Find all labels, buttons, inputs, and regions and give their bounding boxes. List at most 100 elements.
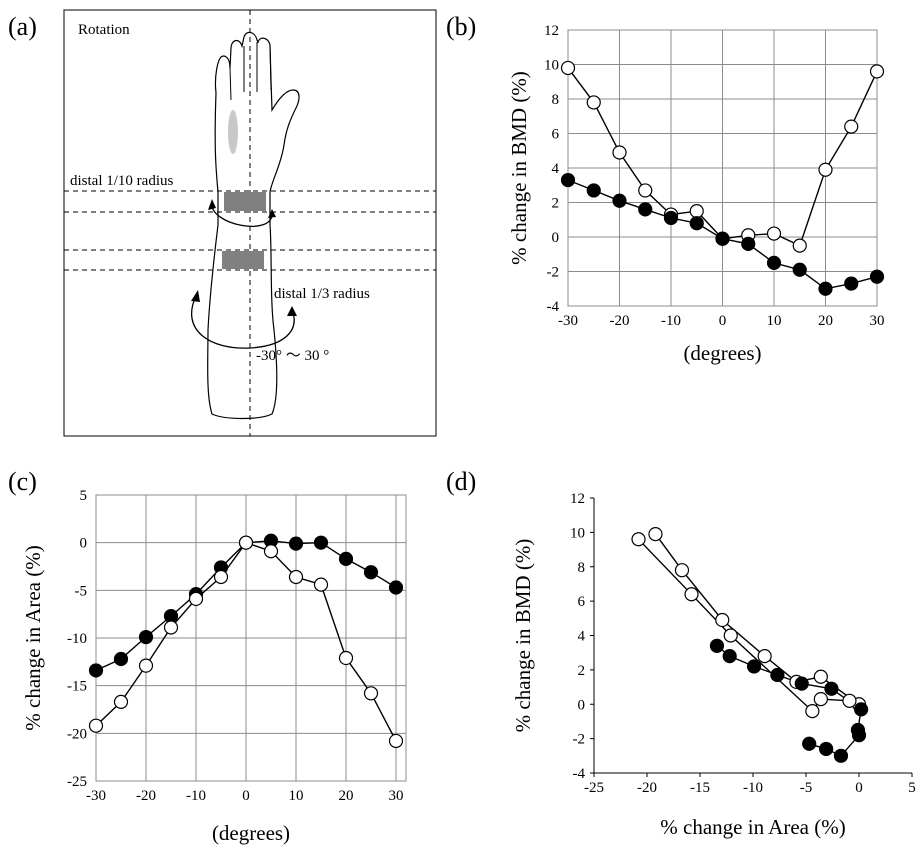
chart-c-ytick-label-2: -15 xyxy=(67,679,87,695)
chart-b-ytick-label-3: 2 xyxy=(552,196,560,212)
chart-b-open-point-3 xyxy=(638,183,653,198)
chart-c-xtick-label-2: -10 xyxy=(186,788,206,804)
chart-c-ytick-label-1: -20 xyxy=(67,726,87,742)
chart-b-filled-point-5 xyxy=(689,216,704,231)
chart-c-ytick-label-4: -5 xyxy=(75,583,88,599)
chart-c-open-point-7 xyxy=(263,544,279,559)
chart-d-open-point-2 xyxy=(715,612,730,628)
chart-c-open-point-6 xyxy=(238,535,254,550)
arrowhead-lower-left xyxy=(191,290,200,302)
chart-d-xtick-label-2: -15 xyxy=(690,780,710,796)
chart-b-filled-point-12 xyxy=(869,269,885,284)
chart-d-xtick-label-1: -20 xyxy=(637,780,657,796)
chart-c-open-point-4 xyxy=(188,591,204,607)
chart-c-open-point-10 xyxy=(338,650,354,666)
label-distal-1-10: distal 1/10 radius xyxy=(70,173,173,189)
chart-c-open-point-12 xyxy=(388,733,404,749)
chart-c-ytick-label-6: 5 xyxy=(80,488,88,504)
chart-d-xtick-label-3: -10 xyxy=(743,780,763,796)
chart-b-frame xyxy=(567,29,878,307)
chart-b-ytick-label-0: -4 xyxy=(547,299,560,315)
chart-b-xtick-label-3: 0 xyxy=(719,313,727,329)
chart-b-ytick-label-6: 8 xyxy=(552,92,560,108)
chart-c-ytick-label-3: -10 xyxy=(67,631,87,647)
chart-c-xlabel: (degrees) xyxy=(212,821,290,845)
chart-d-open-point-5 xyxy=(813,669,828,684)
chart-b-open-point-10 xyxy=(818,162,833,177)
chart-c-open-point-1 xyxy=(113,694,129,709)
chart-b-open-point-12 xyxy=(869,64,885,79)
chart-c-xtick-label-0: -30 xyxy=(86,788,106,804)
chart-b-ytick-label-2: 0 xyxy=(552,230,560,246)
rotation-arrow-lower xyxy=(190,295,295,349)
chart-c-ylabel: % change in Area (%) xyxy=(21,545,45,730)
chart-c-filled-point-2 xyxy=(138,629,154,645)
chart-b-filled-point-1 xyxy=(586,183,601,198)
chart-d-filled-point-10 xyxy=(819,741,834,757)
chart-b-filled-point-7 xyxy=(741,236,756,251)
chart-c-xtick-label-6: 30 xyxy=(389,788,404,804)
chart-d-open-point-7 xyxy=(842,693,857,708)
chart-c-filled-point-0 xyxy=(88,663,104,678)
chart-d-filled-point-3 xyxy=(770,667,785,683)
chart-d-filled-point-1 xyxy=(722,649,737,664)
chart-d-ytick-label-7: 10 xyxy=(570,525,585,541)
chart-b-ytick-label-4: 4 xyxy=(552,161,560,177)
chart-b-open-point-9 xyxy=(792,238,807,253)
chart-b-open-point-1 xyxy=(586,95,601,110)
chart-b-xtick-label-6: 30 xyxy=(870,313,885,329)
chart-c-xtick-label-5: 20 xyxy=(339,788,354,804)
thumb-shade xyxy=(228,110,238,154)
arrowhead-upper-right xyxy=(268,209,276,218)
chart-d-filled-point-9 xyxy=(833,748,849,763)
chart-c-ytick-label-0: -25 xyxy=(67,774,87,790)
chart-b-filled-point-4 xyxy=(663,210,679,226)
chart-c-open-point-11 xyxy=(363,686,379,701)
chart-c-filled-point-8 xyxy=(288,536,304,551)
diagram-title: Rotation xyxy=(78,22,130,38)
arrowhead-lower-right xyxy=(287,306,297,316)
chart-c-ytick-label-5: 0 xyxy=(80,536,88,552)
chart-b-ylabel: % change in BMD (%) xyxy=(507,71,531,265)
chart-b-filled-point-10 xyxy=(818,281,833,296)
forearm-outline xyxy=(207,31,300,420)
chart-d-open-point-11 xyxy=(684,587,699,602)
band-distal-1-3 xyxy=(222,251,264,269)
arrowhead-upper-left xyxy=(208,199,216,210)
chart-d-ytick-label-8: 12 xyxy=(570,491,585,507)
chart-b-filled-point-0 xyxy=(560,172,576,188)
chart-b-xlabel: (degrees) xyxy=(683,341,761,365)
panel-b-label: (b) xyxy=(446,12,477,41)
chart-b-xtick-label-4: 10 xyxy=(767,313,782,329)
chart-d-open-point-9 xyxy=(805,704,820,719)
chart-d-ytick-label-5: 6 xyxy=(578,594,586,610)
chart-d-open-point-3 xyxy=(757,649,772,664)
chart-b-ytick-label-5: 6 xyxy=(552,127,560,143)
chart-d-filled-point-11 xyxy=(802,736,817,751)
chart-d-ytick-label-1: -2 xyxy=(573,732,586,748)
chart-b-ytick-label-1: -2 xyxy=(547,265,560,281)
chart-d-xlabel: % change in Area (%) xyxy=(660,815,845,839)
chart-d-ytick-label-2: 0 xyxy=(578,697,586,713)
chart-d-xtick-label-4: -5 xyxy=(800,780,813,796)
chart-d-ytick-label-4: 4 xyxy=(578,629,586,645)
chart-d-ytick-label-6: 8 xyxy=(578,560,586,576)
chart-b-open-point-11 xyxy=(844,119,859,134)
chart-d-xtick-label-6: 5 xyxy=(908,780,916,796)
chart-c-filled-point-11 xyxy=(363,565,379,580)
chart-c-xtick-label-4: 10 xyxy=(289,788,304,804)
chart-d-filled-point-5 xyxy=(824,681,839,696)
chart-b-filled-point-9 xyxy=(792,262,807,277)
chart-c-open-point-3 xyxy=(163,620,179,635)
chart-d-open-point-8 xyxy=(813,691,828,707)
chart-c-xtick-label-3: 0 xyxy=(242,788,250,804)
panel-d-label: (d) xyxy=(446,467,477,496)
chart-d-ytick-label-3: 2 xyxy=(578,663,586,679)
rotation-range-label: -30° ～ 30 ° xyxy=(256,348,329,364)
chart-d-filled-point-0 xyxy=(709,638,725,653)
chart-c-filled-point-10 xyxy=(338,551,354,566)
chart-c-open-point-9 xyxy=(313,577,329,592)
